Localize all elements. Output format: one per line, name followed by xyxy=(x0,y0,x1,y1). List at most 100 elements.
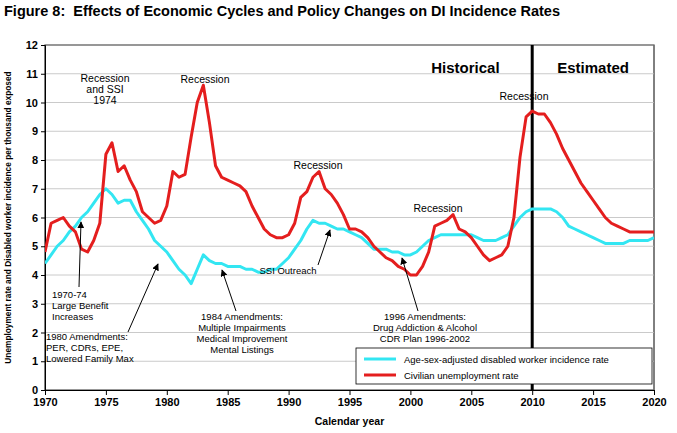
annotation: Recessionand SSI1974 xyxy=(80,72,129,106)
x-tick: 2010 xyxy=(520,390,544,408)
period-label: Estimated xyxy=(557,59,629,76)
grid-line xyxy=(45,303,654,304)
y-tick-mark xyxy=(41,189,45,190)
annotation-line: 1996 Amendments: xyxy=(384,311,466,322)
x-tick: 1990 xyxy=(277,390,301,408)
y-axis: 0123456789101112 xyxy=(26,39,46,396)
y-tick-label: 0 xyxy=(32,384,38,396)
annotation: SSI Outreach xyxy=(259,265,316,276)
x-axis: 1970 1975 1980 1985 1990 1995 2000 2005 2010 2015… xyxy=(33,390,666,408)
x-tick: 1980 xyxy=(155,390,179,408)
chart-title: Figure 8: Effects of Economic Cycles and… xyxy=(4,3,560,19)
x-tick-label: 2020 xyxy=(642,396,666,408)
x-tick-mark xyxy=(471,390,472,395)
grid-line xyxy=(45,45,654,46)
annotation-line: Drug Addiction & Alcohol xyxy=(373,322,477,333)
x-tick-mark xyxy=(228,390,229,395)
lines xyxy=(45,85,654,283)
y-tick-label: 2 xyxy=(32,327,38,339)
grid-line xyxy=(45,131,654,132)
x-tick-mark xyxy=(654,390,655,395)
y-tick-mark xyxy=(41,131,45,132)
x-tick-label: 1985 xyxy=(216,396,240,408)
chart-svg: Figure 8: Effects of Economic Cycles and… xyxy=(0,0,677,433)
y-tick: 9 xyxy=(32,125,45,137)
y-tick-mark xyxy=(41,361,45,362)
x-tick-label: 2010 xyxy=(520,396,544,408)
y-tick-mark xyxy=(41,246,45,247)
annotation-line: PER, CDRs, EPE, xyxy=(46,342,123,353)
annotation: Recession xyxy=(413,202,462,214)
y-tick-label: 10 xyxy=(26,97,38,109)
grid xyxy=(45,45,654,390)
y-tick-label: 11 xyxy=(26,68,38,80)
period-label: Historical xyxy=(431,59,499,76)
annotation-line: 1984 Amendments: xyxy=(201,311,283,322)
y-tick-mark xyxy=(41,333,45,334)
y-tick: 1 xyxy=(32,355,45,367)
legend: Age-sex-adjusted disabled worker inciden… xyxy=(356,348,652,384)
y-tick: 7 xyxy=(32,183,45,195)
y-tick-mark xyxy=(41,45,45,46)
grid-line xyxy=(45,160,654,161)
annotation-line: Increases xyxy=(52,311,93,322)
y-tick-mark xyxy=(41,304,45,305)
series-line xyxy=(45,85,654,275)
y-tick: 11 xyxy=(26,68,45,80)
x-tick: 2000 xyxy=(399,390,423,408)
annotation-arrow xyxy=(318,230,330,265)
annotation: 1984 Amendments:Multiple ImpairmentsMedi… xyxy=(197,311,288,355)
annotation: Recession xyxy=(293,159,342,171)
annotation-line: Recession xyxy=(293,159,342,171)
y-tick-label: 8 xyxy=(32,154,38,166)
annotation-arrow xyxy=(128,264,158,332)
x-tick: 1975 xyxy=(94,390,118,408)
annotation-line: 1974 xyxy=(93,94,117,106)
x-tick-mark xyxy=(106,390,107,395)
grid-line xyxy=(45,275,654,276)
y-tick-label: 6 xyxy=(32,212,38,224)
y-tick: 4 xyxy=(32,269,45,281)
x-tick-mark xyxy=(350,390,351,395)
series-line xyxy=(45,189,654,284)
annotation-line: Multiple Impairments xyxy=(198,322,286,333)
x-tick: 1995 xyxy=(338,390,362,408)
annotation: 1970-74Large BenefitIncreases xyxy=(52,289,109,322)
annotation-arrow xyxy=(402,258,418,311)
y-tick: 5 xyxy=(32,240,45,252)
y-tick-mark xyxy=(41,390,45,391)
grid-line xyxy=(45,102,654,103)
x-tick-label: 1970 xyxy=(33,396,57,408)
x-tick-mark xyxy=(167,390,168,395)
x-tick: 2005 xyxy=(460,390,484,408)
x-tick-mark xyxy=(593,390,594,395)
x-tick-label: 1990 xyxy=(277,396,301,408)
y-axis-title: Unemployment rate and Disabled worker in… xyxy=(3,71,13,363)
grid-line xyxy=(45,332,654,333)
x-tick: 2020 xyxy=(642,390,666,408)
y-tick-mark xyxy=(41,160,45,161)
y-tick-label: 12 xyxy=(26,39,38,51)
annotation-line: Recession xyxy=(413,202,462,214)
x-tick-mark xyxy=(289,390,290,395)
annotation-line: Large Benefit xyxy=(52,300,109,311)
annotation: Recession xyxy=(499,90,548,102)
y-tick: 12 xyxy=(26,39,45,51)
y-tick: 2 xyxy=(32,327,45,339)
annotation-line: 1970-74 xyxy=(52,289,87,300)
annotation-line: SSI Outreach xyxy=(259,265,316,276)
legend-swatch xyxy=(364,358,396,361)
legend-label: Age-sex-adjusted disabled worker inciden… xyxy=(404,354,609,365)
x-axis-title: Calendar year xyxy=(315,415,384,427)
x-tick-label: 1975 xyxy=(94,396,118,408)
x-tick: 2015 xyxy=(581,390,605,408)
y-tick-mark xyxy=(41,74,45,75)
legend-swatch xyxy=(364,374,396,377)
annotation-arrow xyxy=(222,270,236,311)
annotation-line: Recession xyxy=(499,90,548,102)
y-tick-mark xyxy=(41,218,45,219)
x-tick-label: 1995 xyxy=(338,396,362,408)
x-tick-label: 2000 xyxy=(399,396,423,408)
y-tick: 6 xyxy=(32,212,45,224)
x-tick-label: 2005 xyxy=(460,396,484,408)
